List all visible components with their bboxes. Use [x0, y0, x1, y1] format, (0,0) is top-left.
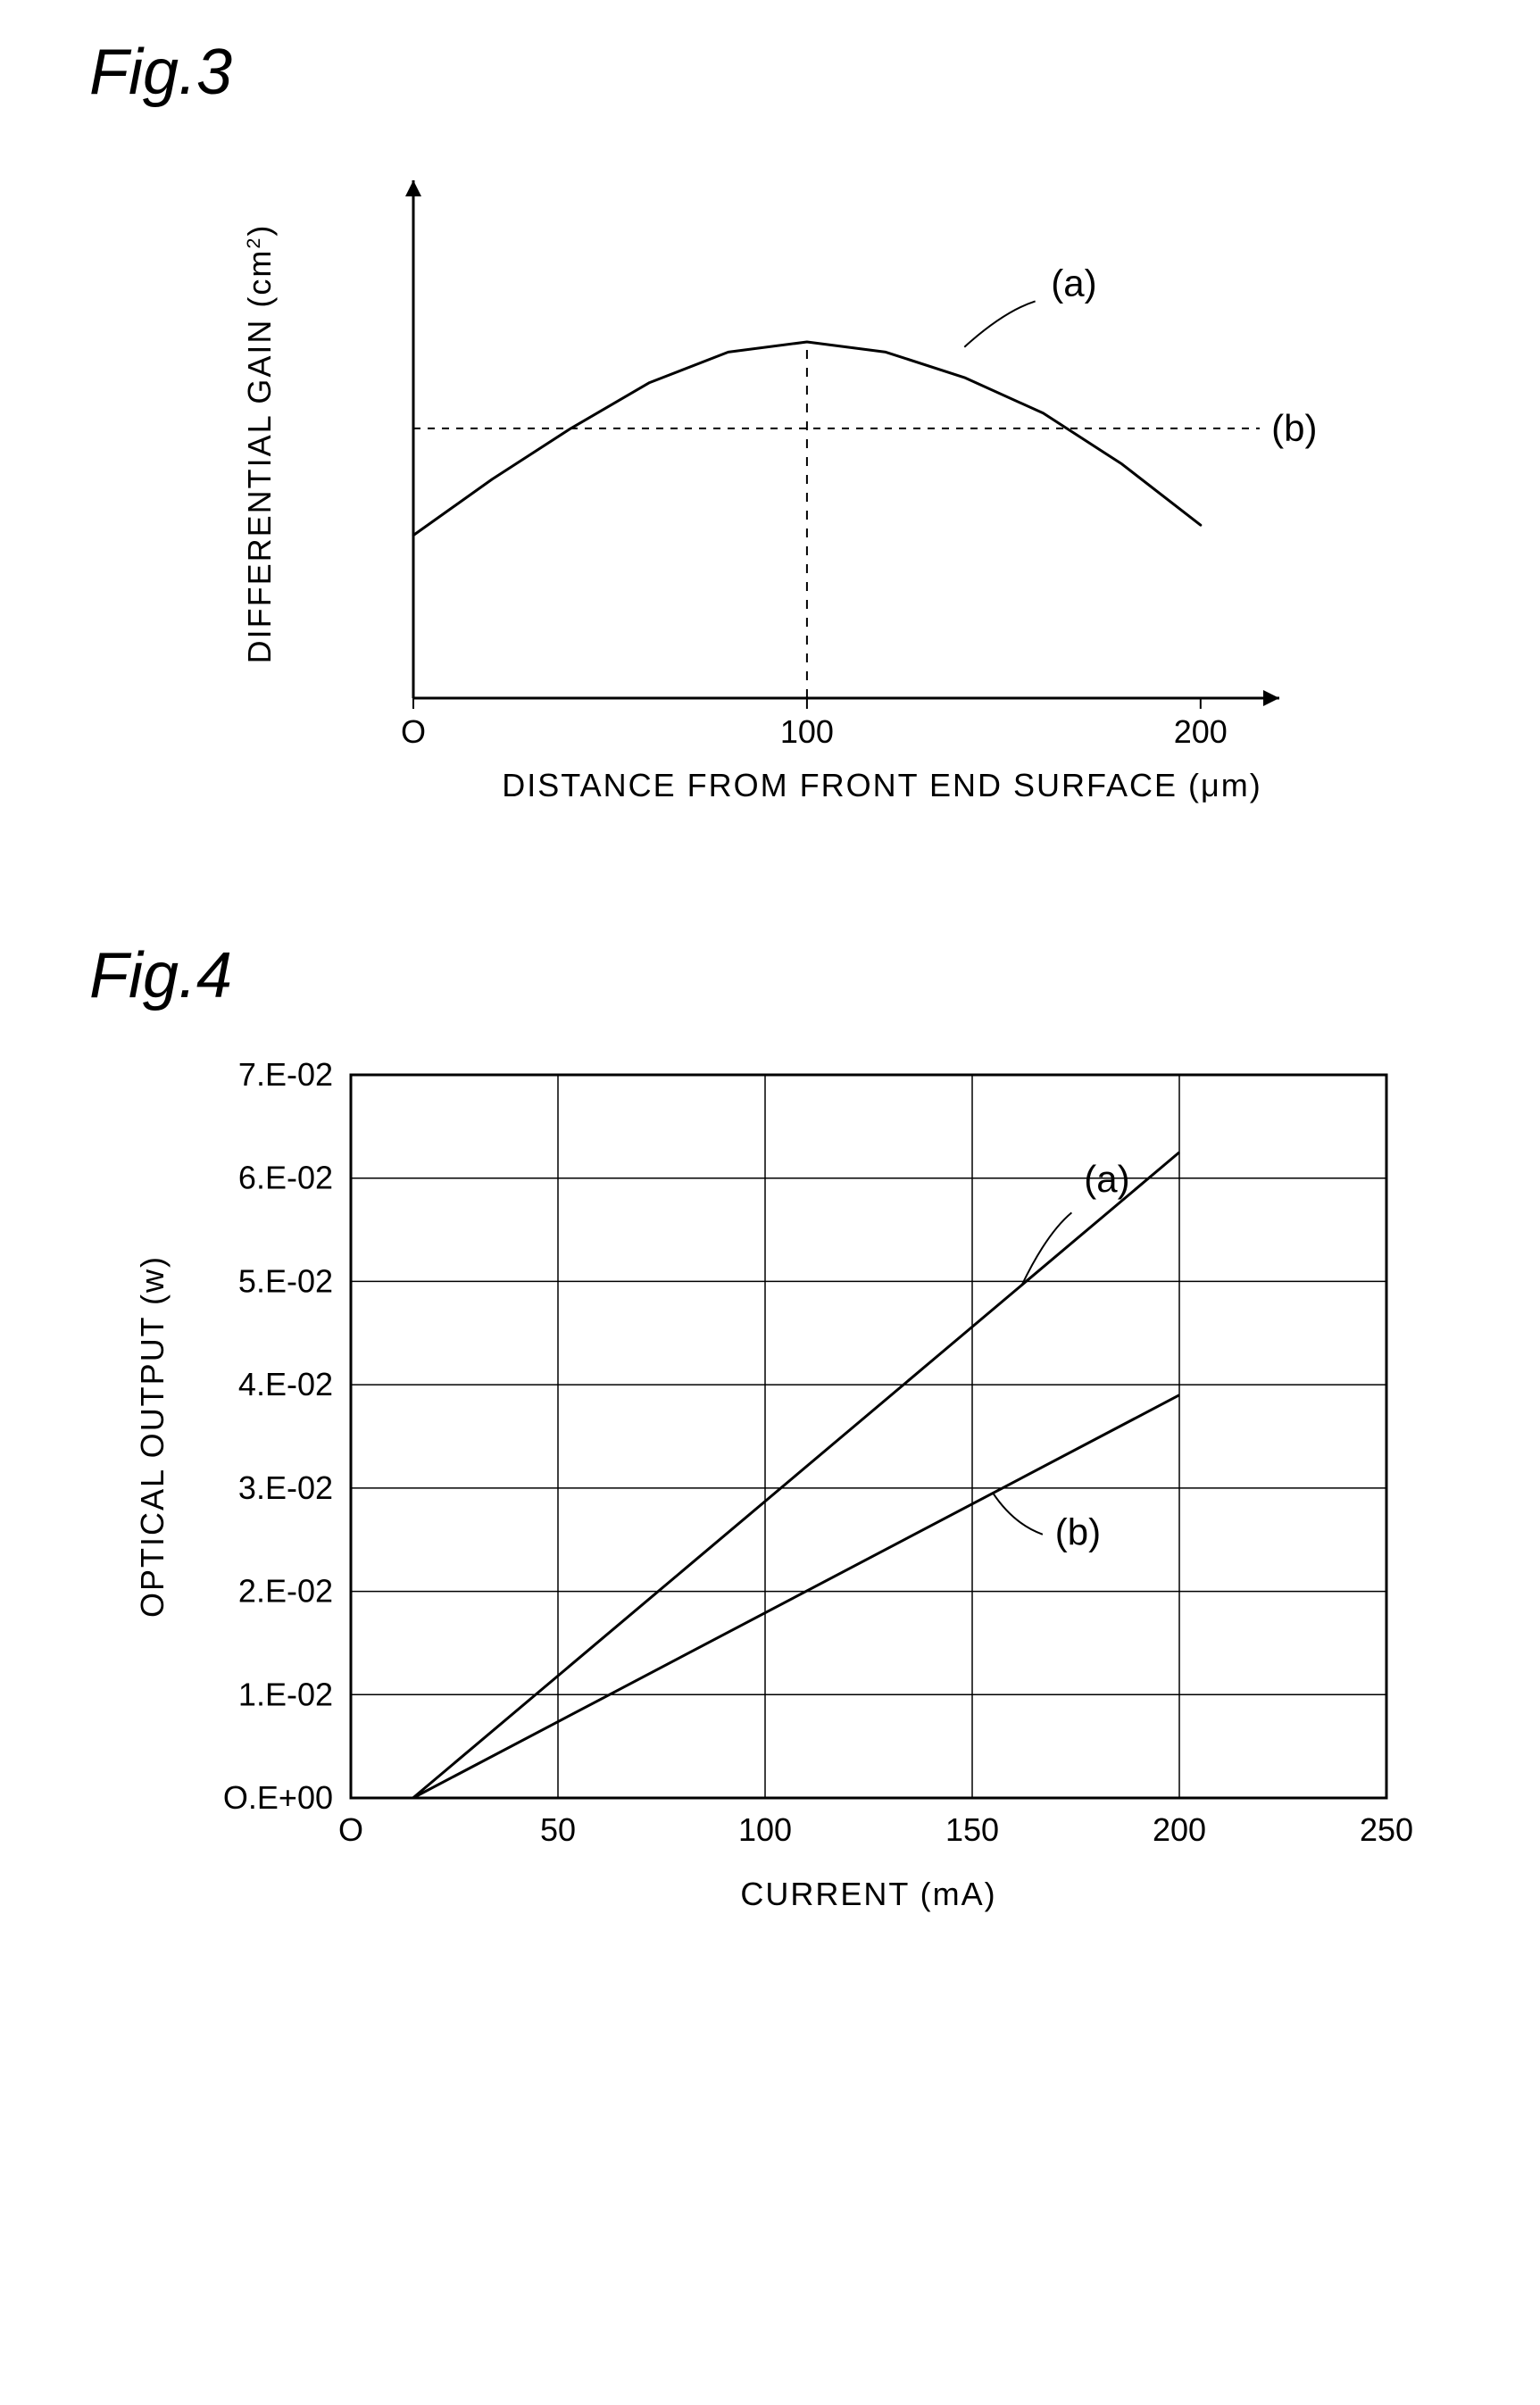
xtick-label: O	[400, 713, 425, 750]
xtick-label: 250	[1359, 1811, 1412, 1848]
y-axis-label: OPTICAL OUTPUT (w)	[134, 1255, 171, 1618]
figure-4-chart: O 50 100 150 200 250 O.E+00 1.E-02 2.E-02 3.E-02 4…	[101, 1039, 1440, 1932]
figure-3-title: Fig.3	[89, 36, 1504, 109]
xtick-label: 100	[737, 1811, 791, 1848]
ytick-label: 5.E-02	[237, 1262, 332, 1299]
ytick-label: O.E+00	[222, 1779, 332, 1816]
figure-3-block: Fig.3 O 100 200 (a) (b) DISTANCE FROM FRONT E…	[36, 36, 1504, 832]
xtick-label: 200	[1173, 713, 1227, 750]
series-a-line	[412, 1153, 1178, 1798]
figure-4-block: Fig.4 O 50 100 150 200 250 O.E+00 1.E-02 2.E-02 3…	[36, 939, 1504, 1932]
xtick-label: 200	[1152, 1811, 1205, 1848]
x-axis-label: DISTANCE FROM FRONT END SURFACE (μm)	[502, 767, 1261, 803]
ytick-label: 1.E-02	[237, 1676, 332, 1712]
xtick-label: 150	[945, 1811, 998, 1848]
series-b-line	[412, 1395, 1178, 1798]
ytick-label: 7.E-02	[237, 1056, 332, 1093]
series-b-label: (b)	[1054, 1510, 1100, 1552]
series-a-label: (a)	[1051, 262, 1096, 304]
ytick-label: 4.E-02	[237, 1366, 332, 1402]
series-b-label: (b)	[1271, 407, 1317, 449]
xtick-label: 100	[779, 713, 833, 750]
xtick-label: 50	[539, 1811, 575, 1848]
figure-3-chart: O 100 200 (a) (b) DISTANCE FROM FRONT END SUR…	[190, 136, 1351, 832]
ytick-label: 3.E-02	[237, 1469, 332, 1506]
figure-3-svg: O 100 200 (a) (b) DISTANCE FROM FRONT END SUR…	[190, 136, 1351, 832]
y-axis-label: DIFFERENTIAL GAIN (cm2)	[241, 224, 278, 664]
figure-4-title: Fig.4	[89, 939, 1504, 1012]
xtick-label: O	[337, 1811, 362, 1848]
x-axis-label: CURRENT (mA)	[740, 1876, 996, 1912]
ytick-label: 2.E-02	[237, 1573, 332, 1610]
ytick-label: 6.E-02	[237, 1160, 332, 1196]
series-a-label: (a)	[1084, 1158, 1129, 1200]
figure-4-svg: O 50 100 150 200 250 O.E+00 1.E-02 2.E-02 3.E-02 4…	[101, 1039, 1440, 1932]
